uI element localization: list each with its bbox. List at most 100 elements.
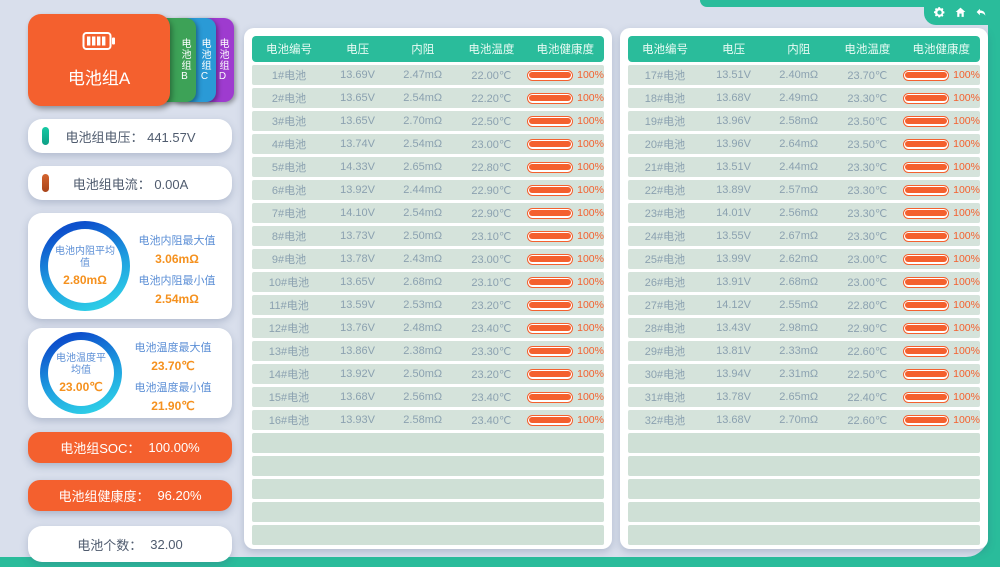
cell-health: 100%	[526, 138, 604, 150]
table-row-empty	[252, 433, 604, 453]
cell-battery-id: 13#电池	[268, 346, 310, 358]
health-bar-fill	[529, 118, 571, 124]
cell-temperature: 23.00℃	[471, 138, 512, 151]
active-group-label: 电池组A	[67, 69, 131, 88]
tab-battery-group-a-active[interactable]: 电池组A	[28, 14, 170, 106]
health-percent: 100%	[577, 253, 604, 265]
cell-health: 100%	[902, 253, 980, 265]
table-row: 14#电池 13.92V 2.50mΩ 23.20℃ 100%	[252, 364, 604, 384]
cell-health: 100%	[902, 276, 980, 288]
table-row: 6#电池 13.92V 2.44mΩ 22.90℃ 100%	[252, 180, 604, 200]
health-bar	[526, 230, 574, 242]
cell-temperature: 22.00℃	[471, 69, 512, 82]
cell-battery-id: 25#电池	[644, 254, 686, 266]
pack-voltage-label: 电池组电压：	[65, 129, 144, 145]
resistance-avg-label: 电池内阻平均值	[55, 245, 115, 269]
table-row-empty	[628, 433, 980, 453]
cell-temperature: 22.60℃	[847, 414, 888, 427]
cell-voltage: 13.43V	[716, 322, 752, 334]
cell-health: 100%	[902, 368, 980, 380]
battery-tables: 电池编号 电压 内阻 电池温度 电池健康度 1#电池 13.69V 2.47mΩ 22…	[244, 28, 988, 549]
health-bar-fill	[905, 141, 947, 147]
cell-resistance: 2.43mΩ	[403, 253, 443, 265]
cell-resistance: 2.65mΩ	[779, 391, 819, 403]
cell-health: 100%	[526, 161, 604, 173]
health-percent: 100%	[953, 115, 980, 127]
health-percent: 100%	[953, 92, 980, 104]
cell-health: 100%	[526, 345, 604, 357]
health-bar-fill	[529, 256, 571, 262]
table-row: 25#电池 13.99V 2.62mΩ 23.00℃ 100%	[628, 249, 980, 269]
cell-resistance: 2.56mΩ	[403, 391, 443, 403]
undo-icon[interactable]	[975, 6, 988, 19]
cell-battery-id: 7#电池	[271, 208, 307, 220]
cell-voltage: 13.86V	[340, 345, 376, 357]
cell-health: 100%	[902, 138, 980, 150]
table-row: 1#电池 13.69V 2.47mΩ 22.00℃ 100%	[252, 65, 604, 85]
health-percent: 100%	[953, 391, 980, 403]
health-percent: 100%	[577, 115, 604, 127]
health-bar-fill	[529, 348, 571, 354]
cell-resistance: 2.50mΩ	[403, 230, 443, 242]
cell-health: 100%	[902, 345, 980, 357]
window-toolbar	[924, 0, 996, 25]
table-row: 18#电池 13.68V 2.49mΩ 23.30℃ 100%	[628, 88, 980, 108]
cell-health: 100%	[526, 299, 604, 311]
cell-voltage: 13.76V	[340, 322, 376, 334]
cell-battery-id: 22#电池	[644, 185, 686, 197]
cell-temperature: 22.60℃	[847, 345, 888, 358]
table-row: 22#电池 13.89V 2.57mΩ 23.30℃ 100%	[628, 180, 980, 200]
health-bar	[902, 276, 950, 288]
cell-resistance: 2.57mΩ	[779, 184, 819, 196]
health-bar	[902, 299, 950, 311]
resistance-gauge-center: 电池内阻平均值 2.80mΩ	[48, 229, 122, 303]
table-row: 20#电池 13.96V 2.64mΩ 23.50℃ 100%	[628, 134, 980, 154]
cell-voltage: 13.92V	[340, 368, 376, 380]
battery-table-right: 电池编号 电压 内阻 电池温度 电池健康度 17#电池 13.51V 2.40mΩ 2…	[620, 28, 988, 549]
cell-battery-id: 9#电池	[271, 254, 307, 266]
cell-voltage: 13.78V	[340, 253, 376, 265]
health-bar	[902, 414, 950, 426]
cell-battery-id: 20#电池	[644, 139, 686, 151]
health-bar-fill	[905, 371, 947, 377]
table-row: 31#电池 13.78V 2.65mΩ 22.40℃ 100%	[628, 387, 980, 407]
cell-temperature: 23.30℃	[471, 345, 512, 358]
table-header: 电池编号 电压 内阻 电池温度 电池健康度	[628, 36, 980, 62]
temperature-max-value: 23.70℃	[151, 359, 195, 373]
table-row: 19#电池 13.96V 2.58mΩ 23.50℃ 100%	[628, 111, 980, 131]
sidebar: 电池组D 电池组C 电池组B 电池组A 电池组电压：	[28, 8, 234, 562]
cell-voltage: 14.33V	[340, 161, 376, 173]
cell-temperature: 23.30℃	[847, 184, 888, 197]
cell-battery-id: 32#电池	[644, 415, 686, 427]
cell-temperature: 23.40℃	[471, 414, 512, 427]
cell-resistance: 2.58mΩ	[403, 414, 443, 426]
cell-voltage: 13.51V	[716, 161, 752, 173]
health-bar	[526, 414, 574, 426]
health-bar	[902, 391, 950, 403]
home-icon[interactable]	[954, 6, 967, 19]
table-row: 5#电池 14.33V 2.65mΩ 22.80℃ 100%	[252, 157, 604, 177]
health-bar	[902, 184, 950, 196]
health-bar-fill	[905, 164, 947, 170]
cell-resistance: 2.38mΩ	[403, 345, 443, 357]
table-row: 28#电池 13.43V 2.98mΩ 22.90℃ 100%	[628, 318, 980, 338]
cell-resistance: 2.70mΩ	[403, 115, 443, 127]
health-bar-fill	[905, 279, 947, 285]
header-battery-id: 电池编号	[265, 44, 312, 56]
cell-resistance: 2.48mΩ	[403, 322, 443, 334]
cell-temperature: 23.00℃	[847, 276, 888, 289]
health-bar-fill	[905, 302, 947, 308]
health-percent: 100%	[577, 230, 604, 242]
health-bar	[902, 92, 950, 104]
cell-temperature: 23.30℃	[847, 230, 888, 243]
health-bar	[526, 368, 574, 380]
resistance-gauge-card: 电池内阻平均值 2.80mΩ 电池内阻最大值 3.06mΩ 电池内阻最小值 2.…	[28, 213, 232, 319]
pack-voltage-card: 电池组电压： 441.57V	[28, 119, 232, 153]
cell-temperature: 22.90℃	[471, 207, 512, 220]
table-row-empty	[628, 479, 980, 499]
table-row: 9#电池 13.78V 2.43mΩ 23.00℃ 100%	[252, 249, 604, 269]
cell-temperature: 23.40℃	[471, 322, 512, 335]
pack-current-card: 电池组电流： 0.00A	[28, 166, 232, 200]
gear-icon[interactable]	[933, 6, 946, 19]
health-bar-fill	[529, 210, 571, 216]
